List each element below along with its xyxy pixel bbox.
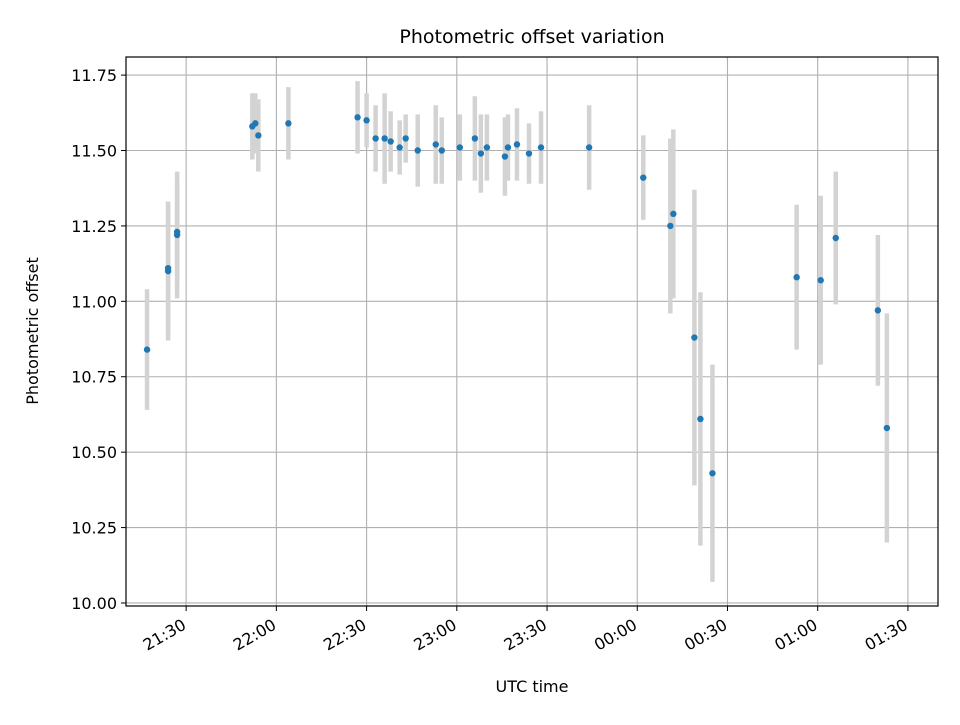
x-axis-label: UTC time [496,677,569,696]
y-tick-label: 10.75 [71,368,117,387]
data-point [537,144,545,151]
point-layer [143,114,891,477]
data-point [396,144,403,151]
data-point [697,415,704,423]
data-point [483,144,491,151]
y-tick-label: 11.00 [71,292,117,311]
data-point [504,144,512,151]
data-point [143,346,151,353]
data-point [252,120,259,127]
data-point [471,135,479,142]
y-tick-label: 11.75 [71,66,117,85]
data-point [477,150,485,157]
data-point [381,135,388,142]
data-point [793,274,800,281]
y-tick-label: 10.25 [71,519,117,538]
data-point [874,307,882,314]
data-point [432,141,439,148]
data-point [255,132,262,139]
data-point [372,135,379,142]
y-tick-label: 11.50 [71,142,117,161]
data-point [670,210,677,218]
data-point [414,147,421,154]
data-point [691,334,698,341]
data-point [817,277,824,284]
data-point [173,228,181,236]
grid-layer [126,57,938,606]
data-point [585,144,593,151]
data-point [363,117,370,124]
data-point [513,141,521,148]
data-point [501,153,509,160]
y-tick-label: 10.50 [71,443,117,462]
data-point [354,114,361,121]
data-point [525,150,533,157]
y-tick-label: 10.00 [71,594,117,613]
data-point [709,470,716,477]
data-point [832,234,839,242]
data-point [285,120,292,127]
data-point [164,264,172,272]
data-point [640,174,647,181]
chart-title: Photometric offset variation [399,26,664,48]
y-axis-label: Photometric offset [23,257,42,405]
y-tick-label: 11.25 [71,217,117,236]
plot-area-frame [125,56,939,607]
data-point [883,424,891,432]
data-point [667,222,674,230]
data-point [402,135,409,142]
data-point [438,147,445,154]
data-point [387,138,394,145]
data-point [456,144,464,151]
